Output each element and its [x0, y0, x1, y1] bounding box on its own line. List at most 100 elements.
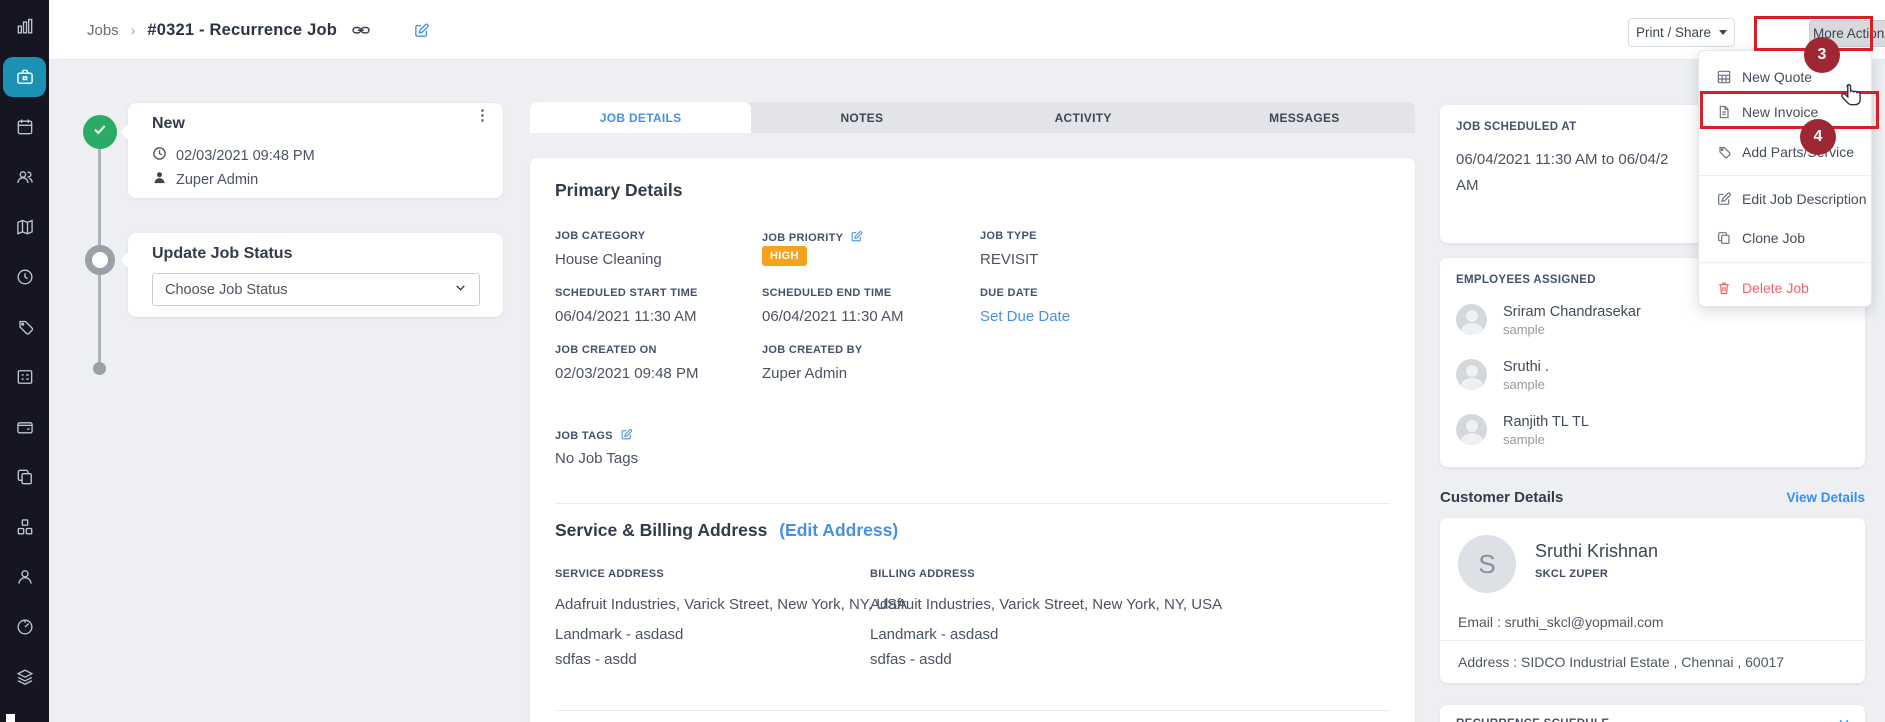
card-notch	[120, 123, 138, 141]
menu-item-label: New Quote	[1742, 68, 1813, 85]
tab-job-details[interactable]: JOB DETAILS	[530, 102, 752, 133]
invoice-file-icon	[1719, 105, 1729, 118]
billing-address-line3: sdfas - asdd	[870, 651, 952, 668]
tab-messages[interactable]: MESSAGES	[1269, 110, 1340, 125]
sched-start-value: 06/04/2021 11:30 AM	[555, 308, 697, 325]
customer-address: Address : SIDCO Industrial Estate , Chen…	[1458, 654, 1785, 670]
billing-address-line2: Landmark - asdasd	[870, 626, 999, 643]
print-share-button[interactable]: Print / Share	[1628, 18, 1735, 47]
view-details-link[interactable]: View Details	[1786, 490, 1865, 505]
job-status-select-value: Choose Job Status	[165, 281, 288, 298]
chevron-down-icon	[454, 281, 467, 298]
tag-icon	[1719, 146, 1731, 158]
status-card-new: New ⋮ 02/03/2021 09:48 PM Zuper Admin	[120, 103, 503, 198]
job-type-label: JOB TYPE	[980, 230, 1037, 242]
clock-icon[interactable]	[0, 257, 49, 297]
recurrence-card: RECURRENCE SCHEDULE	[1440, 705, 1865, 722]
partial-element	[6, 714, 15, 722]
status-time-row: 02/03/2021 09:48 PM	[152, 146, 315, 165]
menu-divider	[1699, 262, 1873, 263]
job-status-select[interactable]: Choose Job Status	[152, 273, 480, 306]
employee-row: Sriram Chandrasekar sample	[1456, 304, 1641, 337]
job-scheduled-value: 06/04/2021 11:30 AM to 06/04/2	[1456, 151, 1669, 168]
breadcrumb-jobs-link[interactable]: Jobs	[87, 21, 119, 39]
breadcrumb: Jobs › #0321 - Recurrence Job	[87, 0, 430, 60]
status-user-row: Zuper Admin	[152, 170, 258, 189]
edit-title-icon[interactable]	[413, 22, 430, 39]
job-tags-label: JOB TAGS	[555, 428, 633, 444]
trash-icon	[1719, 282, 1729, 294]
sidebar-nav	[0, 0, 49, 722]
status-done-node	[83, 115, 117, 149]
clone-icon	[1718, 231, 1730, 244]
menu-item-delete-job[interactable]: Delete Job	[1699, 271, 1873, 304]
top-bar: Jobs › #0321 - Recurrence Job Print / Sh…	[49, 0, 1885, 60]
edit-icon	[1718, 191, 1731, 205]
customer-details-heading: Customer Details	[1440, 489, 1564, 506]
timesheet-icon[interactable]	[0, 607, 49, 647]
due-date-label: DUE DATE	[980, 287, 1038, 299]
job-priority-label-text: JOB PRIORITY	[762, 232, 844, 244]
user-icon[interactable]	[0, 557, 49, 597]
employee-name: Ranjith TL TL	[1503, 414, 1589, 430]
employee-team: sample	[1503, 377, 1545, 392]
set-due-date-link[interactable]: Set Due Date	[980, 308, 1071, 325]
billing-address-line1: Adafruit Industries, Varick Street, New …	[870, 596, 1223, 613]
menu-item-clone-job[interactable]: Clone Job	[1699, 221, 1873, 254]
jobs-icon[interactable]	[0, 57, 49, 97]
invoice-icon[interactable]	[0, 357, 49, 397]
menu-item-new-quote[interactable]: New Quote	[1699, 60, 1873, 93]
priority-high-badge: HIGH	[762, 246, 807, 266]
sched-end-label: SCHEDULED END TIME	[762, 287, 892, 299]
service-address-line3: sdfas - asdd	[555, 651, 637, 668]
kebab-menu-icon[interactable]: ⋮	[475, 107, 490, 124]
dashboard-icon[interactable]	[0, 7, 49, 47]
created-by-value: Zuper Admin	[762, 365, 848, 382]
wallet-icon[interactable]	[0, 407, 49, 447]
layers-icon[interactable]	[0, 657, 49, 697]
created-by-label: JOB CREATED BY	[762, 344, 863, 356]
team-icon[interactable]	[0, 157, 49, 197]
more-actions-label: More Actions	[1812, 26, 1885, 41]
employee-row: Ranjith TL TL sample	[1456, 414, 1589, 447]
status-pending-node	[85, 245, 115, 275]
tab-notes[interactable]: NOTES	[840, 110, 884, 125]
job-category-label: JOB CATEGORY	[555, 230, 646, 242]
caret-down-icon	[1719, 30, 1728, 35]
service-address-label: SERVICE ADDRESS	[555, 568, 665, 580]
job-scheduled-label: JOB SCHEDULED AT	[1456, 121, 1577, 133]
breadcrumb-chevron-icon: ›	[130, 22, 136, 38]
annotation-badge-3: 3	[1804, 37, 1840, 73]
section-divider	[555, 503, 1390, 504]
service-address-line1: Adafruit Industries, Varick Street, New …	[555, 596, 908, 613]
customer-email: Email : sruthi_skcl@yopmail.com	[1458, 614, 1664, 630]
chevron-down-icon[interactable]	[1837, 715, 1851, 722]
customer-avatar: S	[1458, 535, 1516, 593]
card-notch	[120, 251, 138, 269]
menu-item-add-parts[interactable]: Add Parts/Service	[1699, 135, 1873, 168]
calendar-icon[interactable]	[0, 107, 49, 147]
section-divider	[555, 710, 1390, 711]
quote-grid-icon	[1717, 70, 1731, 83]
avatar	[1456, 359, 1487, 390]
employee-row: Sruthi . sample	[1456, 359, 1549, 392]
menu-item-label: Edit Job Description	[1742, 190, 1867, 207]
documents-icon[interactable]	[0, 457, 49, 497]
status-time: 02/03/2021 09:48 PM	[176, 147, 315, 164]
divider	[1440, 640, 1865, 641]
menu-item-edit-description[interactable]: Edit Job Description	[1699, 182, 1873, 215]
address-heading-text: Service & Billing Address	[555, 520, 768, 540]
created-on-value: 02/03/2021 09:48 PM	[555, 365, 699, 382]
tab-activity[interactable]: ACTIVITY	[1054, 110, 1112, 125]
menu-divider	[1699, 175, 1873, 176]
avatar	[1456, 414, 1487, 445]
job-category-value: House Cleaning	[555, 251, 662, 268]
edit-priority-icon[interactable]	[850, 230, 863, 246]
menu-item-new-invoice[interactable]: New Invoice	[1699, 95, 1873, 128]
edit-tags-icon[interactable]	[620, 428, 633, 444]
assets-icon[interactable]	[0, 507, 49, 547]
map-icon[interactable]	[0, 207, 49, 247]
tag-icon[interactable]	[0, 307, 49, 347]
edit-address-link[interactable]: (Edit Address)	[779, 520, 899, 540]
